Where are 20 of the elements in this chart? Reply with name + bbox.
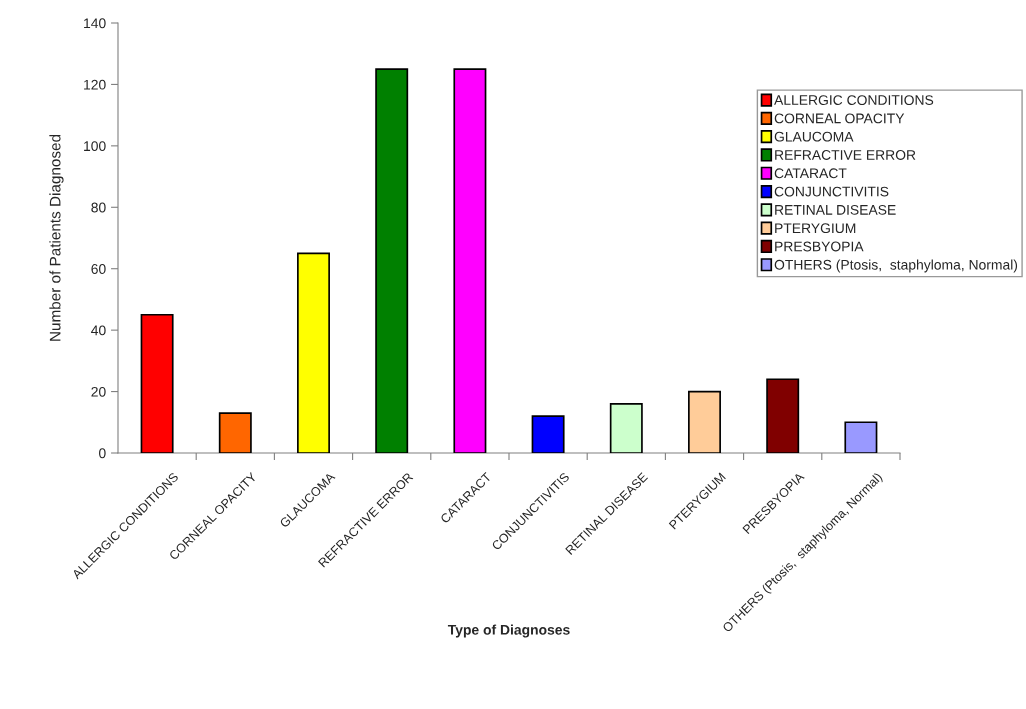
legend-label: ALLERGIC CONDITIONS [774, 95, 934, 105]
legend-label: CORNEAL OPACITY [774, 113, 905, 124]
y-tick-label: 40 [91, 325, 106, 336]
y-axis-title: Number of Patients Diagnosed [49, 134, 64, 341]
y-tick-label: 140 [84, 18, 106, 29]
legend-label: PRESBYOPIA [775, 241, 864, 252]
y-tick-label: 0 [99, 448, 106, 459]
y-tick-label: 80 [91, 202, 106, 213]
legend-label: RETINAL DISEASE [775, 204, 896, 215]
y-tick-label: 120 [84, 79, 106, 90]
legend-label: REFRACTIVE ERROR [775, 150, 916, 160]
y-tick-label: 60 [91, 264, 106, 274]
y-tick-label: 100 [84, 141, 106, 152]
legend-label: PTERYGIUM [775, 223, 856, 234]
legend-label: CONJUNCTIVITIS [774, 186, 889, 197]
legend-label: GLAUCOMA [774, 131, 854, 142]
y-tick-label: 20 [91, 386, 106, 397]
legend-label: OTHERS (Ptosis, staphyloma, Normal) [774, 259, 1018, 273]
legend-label: CATARACT [774, 168, 847, 179]
x-axis-title: Type of Diagnoses [447, 624, 570, 638]
